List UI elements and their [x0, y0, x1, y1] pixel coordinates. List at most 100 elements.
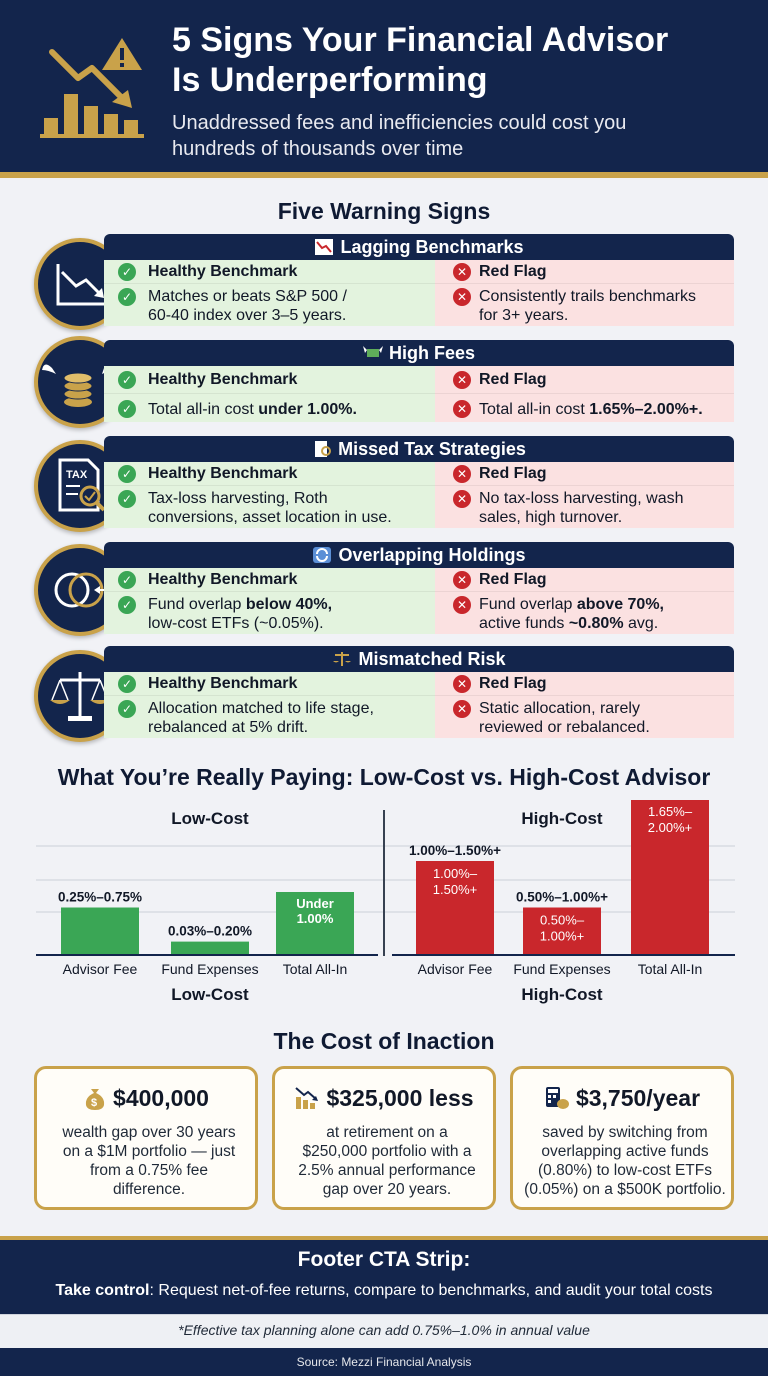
- check-icon: ✓: [118, 371, 136, 389]
- chart-panel-bottom-label: Low-Cost: [171, 985, 249, 1004]
- chart-inner-label: 1.50%+: [433, 882, 477, 897]
- sign-title-bar: Mismatched Risk: [104, 646, 734, 672]
- x-icon: ✕: [453, 465, 471, 483]
- good-heading: Healthy Benchmark: [148, 675, 298, 692]
- footer-title: Footer CTA Strip:: [297, 1248, 471, 1271]
- sign-high-fees: High Fees ✓ Healthy Benchmark ✓ Total all-…: [34, 336, 734, 428]
- good-text: low-cost ETFs (~0.05%).: [148, 615, 324, 632]
- chart-inner-label: 0.50%–: [540, 913, 585, 928]
- bad-text: sales, high turnover.: [479, 509, 623, 526]
- x-icon: ✕: [453, 490, 471, 508]
- good-heading: Healthy Benchmark: [148, 571, 298, 588]
- inaction-card: $ $400,000 wealth gap over 30 years on a $…: [34, 1066, 258, 1210]
- chart-value-label: 1.00%–1.50%+: [409, 843, 501, 858]
- good-heading: Healthy Benchmark: [148, 465, 298, 482]
- chart-value-label: 0.50%–1.00%+: [516, 890, 608, 905]
- svg-text:$: $: [91, 1097, 97, 1109]
- inaction-description: wealth gap over 30 years on a $1M portfol…: [62, 1124, 236, 1198]
- chart-bar: [523, 907, 601, 954]
- good-text-bold: under 1.00%.: [258, 401, 357, 418]
- declining-chart-icon: [56, 264, 104, 306]
- x-icon: ✕: [453, 400, 471, 418]
- good-text: Matches or beats S&P 500 /: [148, 288, 347, 305]
- check-icon: ✓: [118, 465, 136, 483]
- inaction-value: $3,750/year: [513, 1085, 731, 1112]
- good-text: Tax-loss harvesting, Roth: [148, 490, 328, 507]
- x-icon: ✕: [453, 700, 471, 718]
- x-icon: ✕: [453, 288, 471, 306]
- x-icon: ✕: [453, 263, 471, 281]
- check-icon: ✓: [118, 700, 136, 718]
- chart-panel-bottom-label: High-Cost: [521, 985, 603, 1004]
- sign-overlapping-holdings: Overlapping Holdings ✓ Healthy Benchmark …: [34, 542, 734, 638]
- chart-category-label: Total All-In: [638, 961, 703, 977]
- sign-lagging-benchmarks: Lagging Benchmarks ✓ Healthy Benchmark ✓ M…: [34, 234, 734, 330]
- scales-emoji-icon: [333, 652, 352, 666]
- inaction-section-title: The Cost of Inaction: [273, 1028, 495, 1054]
- good-text: conversions, asset location in use.: [148, 509, 392, 526]
- x-icon: ✕: [453, 596, 471, 614]
- chart-bar: [171, 941, 249, 954]
- sign-missed-tax-strategies: TAX Missed Tax Strategies ✓ Healthy Bench…: [34, 436, 734, 532]
- source-line: Source: Mezzi Financial Analysis: [0, 1348, 768, 1376]
- check-icon: ✓: [118, 571, 136, 589]
- chart-value-label: 1.00%: [297, 911, 334, 926]
- chart-inner-label: 1.00%+: [540, 929, 584, 944]
- inaction-card: $325,000 less at retirement on a $250,000…: [272, 1066, 496, 1210]
- good-text: Fund overlap: [148, 596, 246, 613]
- footer-cta-strip: [0, 1236, 768, 1314]
- calculator-piggy-icon: [545, 1087, 569, 1109]
- footer-divider: [0, 1236, 768, 1240]
- check-icon: ✓: [118, 596, 136, 614]
- chart-value-label: 0.25%–0.75%: [58, 890, 142, 905]
- chart-category-label: Advisor Fee: [63, 961, 138, 977]
- sign-mismatched-risk: Mismatched Risk ✓ Healthy Benchmark ✓ Allo…: [34, 646, 734, 742]
- bad-heading: Red Flag: [479, 675, 547, 692]
- check-icon: ✓: [118, 400, 136, 418]
- bad-text: Static allocation, rarely: [479, 700, 640, 717]
- repeat-arrows-emoji-icon: [313, 547, 332, 563]
- chart-down-emoji-icon: [315, 239, 334, 255]
- page-title: 5 Signs Your Financial Advisor Is Underp…: [172, 21, 669, 99]
- good-text: Total all-in cost: [148, 401, 259, 418]
- cost-comparison-chart: Low-Cost Low-Cost Advisor Fee 0.25%–0.75% Fu…: [36, 800, 735, 1004]
- sign-title-bar: Missed Tax Strategies: [104, 436, 734, 462]
- inaction-value: $325,000 less: [275, 1085, 493, 1112]
- chart-bar: [416, 861, 494, 954]
- page-subtitle: Unaddressed fees and inefficiencies coul…: [171, 110, 752, 263]
- check-icon: ✓: [118, 288, 136, 306]
- bad-text: for 3+ years.: [479, 307, 569, 324]
- chart-inner-label: 1.00%–: [433, 866, 478, 881]
- sign-title-bar: Lagging Benchmarks: [104, 234, 734, 260]
- svg-text:TAX: TAX: [66, 469, 88, 481]
- good-text: rebalanced at 5% drift.: [148, 719, 309, 736]
- chart-value-label: 0.03%–0.20%: [168, 924, 252, 939]
- sign-title-bar: High Fees: [104, 340, 734, 366]
- bad-text: avg.: [623, 615, 659, 632]
- money-wings-emoji-icon: [362, 346, 383, 357]
- good-heading: Healthy Benchmark: [148, 371, 298, 388]
- good-text: Allocation matched to life stage,: [148, 700, 374, 717]
- sign-title-bar: Overlapping Holdings: [104, 542, 734, 568]
- inaction-description: saved by switching from overlapping activ…: [524, 1124, 726, 1198]
- bad-text: Consistently trails benchmarks: [479, 288, 696, 305]
- header-divider: [0, 172, 768, 178]
- declining-chart-warning-icon: [40, 38, 144, 138]
- bad-text: active funds: [479, 615, 569, 632]
- header-banner: [0, 0, 768, 172]
- chart-value-label: Under: [296, 896, 334, 911]
- check-icon: ✓: [118, 675, 136, 693]
- bad-text-bold: above 70%,: [576, 596, 664, 613]
- chart-panel-title: Low-Cost: [171, 809, 249, 828]
- bad-heading: Red Flag: [479, 465, 547, 482]
- chart-title: What You’re Really Paying: Low-Cost vs. …: [57, 764, 711, 790]
- good-text: 60-40 index over 3–5 years.: [148, 307, 347, 324]
- money-bag-icon: $: [85, 1089, 105, 1110]
- chart-panel-title: High-Cost: [521, 809, 603, 828]
- chart-bar: [631, 800, 709, 954]
- check-icon: ✓: [118, 490, 136, 508]
- footnote: *Effective tax planning alone can add 0.…: [178, 1322, 590, 1338]
- chart-category-label: Fund Expenses: [161, 961, 258, 977]
- chart-inner-label: 2.00%+: [648, 820, 692, 835]
- bad-text: Total all-in cost: [479, 401, 590, 418]
